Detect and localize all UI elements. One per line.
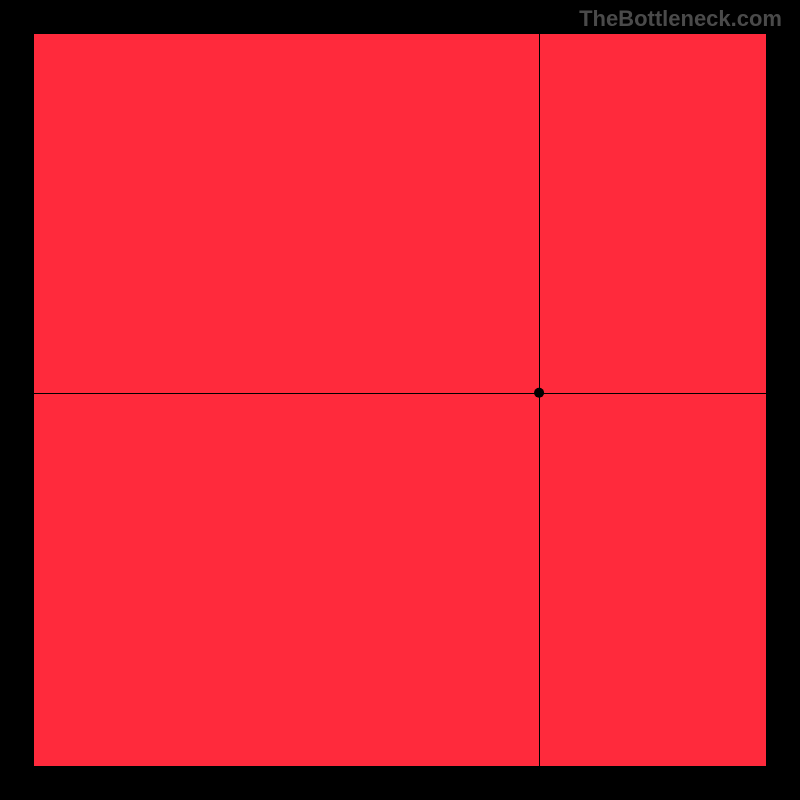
bottleneck-heatmap: [34, 34, 766, 766]
watermark-text: TheBottleneck.com: [579, 6, 782, 32]
